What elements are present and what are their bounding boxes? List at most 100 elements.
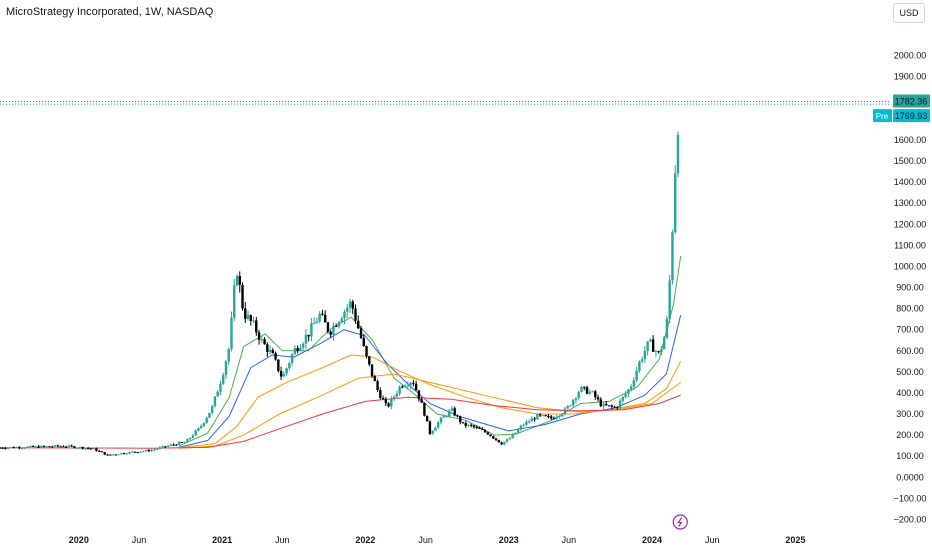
candle-body xyxy=(665,318,669,338)
candle-body xyxy=(111,454,115,456)
candle-body xyxy=(431,430,434,434)
y-tick-label: 2000.00 xyxy=(894,51,927,61)
candle-body xyxy=(370,364,374,377)
candle-body xyxy=(497,439,501,443)
candle-body xyxy=(252,320,255,322)
candle-body xyxy=(75,447,79,449)
candle-body xyxy=(92,448,95,450)
candle-body xyxy=(9,447,13,449)
candle-body xyxy=(48,446,51,448)
candle-body xyxy=(649,339,652,342)
x-tick-label: 2023 xyxy=(499,535,519,545)
pre-market-price-label: 1769.93 xyxy=(895,111,928,121)
candle-body xyxy=(293,348,297,355)
candle-body xyxy=(271,350,275,354)
candle-body xyxy=(175,444,178,446)
candle-body xyxy=(78,447,82,449)
moving-average-line xyxy=(178,255,682,447)
candle-body xyxy=(172,444,175,446)
candle-body xyxy=(555,416,558,419)
candle-body xyxy=(211,406,214,413)
candle-body xyxy=(436,422,440,428)
y-tick-label: 800.00 xyxy=(896,304,924,314)
y-tick-label: 300.00 xyxy=(896,409,924,419)
candle-body xyxy=(155,448,159,450)
candle-body xyxy=(533,418,536,420)
candle-body xyxy=(602,403,605,407)
candle-body xyxy=(40,445,43,448)
candle-body xyxy=(202,422,206,427)
candle-body xyxy=(351,301,354,309)
candle-body xyxy=(216,391,219,397)
candle-body xyxy=(56,445,60,447)
candle-body xyxy=(158,447,162,449)
candle-body xyxy=(428,421,432,434)
candle-body xyxy=(20,447,24,449)
currency-selector-button[interactable]: USD xyxy=(893,3,925,23)
candle-body xyxy=(638,361,641,371)
candle-body xyxy=(249,315,252,321)
candle-body xyxy=(549,416,553,419)
candle-body xyxy=(274,353,277,360)
candle-body xyxy=(390,398,393,407)
candle-body xyxy=(263,339,266,345)
candle-body xyxy=(150,450,153,452)
y-tick-label: 400.00 xyxy=(896,388,924,398)
candle-body xyxy=(246,315,250,319)
lightning-icon[interactable] xyxy=(672,514,688,530)
candle-body xyxy=(95,448,98,451)
candle-body xyxy=(527,421,531,423)
candle-body xyxy=(238,276,241,285)
candle-body xyxy=(183,441,186,443)
candle-body xyxy=(635,370,638,381)
moving-average-line xyxy=(0,394,681,449)
candle-body xyxy=(301,343,305,348)
candle-body xyxy=(89,448,93,450)
candle-body xyxy=(583,386,586,388)
moving-averages xyxy=(0,255,682,449)
pre-market-badge: Pre xyxy=(876,112,889,121)
candle-body xyxy=(188,437,192,440)
candle-body xyxy=(384,399,388,404)
candle-body xyxy=(15,447,18,449)
candle-body xyxy=(51,446,54,448)
candle-body xyxy=(486,432,489,435)
candle-body xyxy=(1,447,4,449)
candle-body xyxy=(420,399,423,403)
y-tick-label: 600.00 xyxy=(896,346,924,356)
candle-body xyxy=(337,322,341,327)
moving-average-line xyxy=(179,354,682,449)
candle-body xyxy=(379,390,382,398)
candle-body xyxy=(596,397,600,400)
candle-body xyxy=(59,446,62,448)
candle-body xyxy=(585,387,589,394)
candle-body xyxy=(607,405,611,407)
candle-body xyxy=(381,397,385,400)
candle-body xyxy=(37,446,40,448)
candle-body xyxy=(227,348,230,362)
last-price-tag-bg xyxy=(893,94,930,108)
candle-body xyxy=(464,422,467,426)
candle-body xyxy=(139,451,142,453)
candle-body xyxy=(282,373,286,377)
candle-body xyxy=(417,390,421,400)
candle-body xyxy=(343,311,346,319)
x-tick-label: Jun xyxy=(418,535,433,545)
candle-body xyxy=(662,337,666,350)
x-tick-label: Jun xyxy=(275,535,290,545)
candle-body xyxy=(329,331,332,335)
candle-body xyxy=(373,376,376,382)
candle-body xyxy=(222,375,225,384)
price-axis[interactable]: 2000.001900.001700.001600.001500.001400.… xyxy=(894,51,927,525)
candle-body xyxy=(398,386,401,394)
candle-body xyxy=(268,350,272,352)
y-tick-label: 1500.00 xyxy=(894,156,927,166)
candle-body xyxy=(62,446,65,448)
last-price-label: 1782.36 xyxy=(895,97,928,107)
time-axis[interactable]: 2020 Jun 2021 Jun 2022 Jun 2023 Jun 2024 Jun 2025 xyxy=(69,535,806,545)
candle-body xyxy=(516,429,520,433)
y-tick-label: 1300.00 xyxy=(894,198,927,208)
y-tick-label: 900.00 xyxy=(896,283,924,293)
candle-body xyxy=(191,435,195,438)
